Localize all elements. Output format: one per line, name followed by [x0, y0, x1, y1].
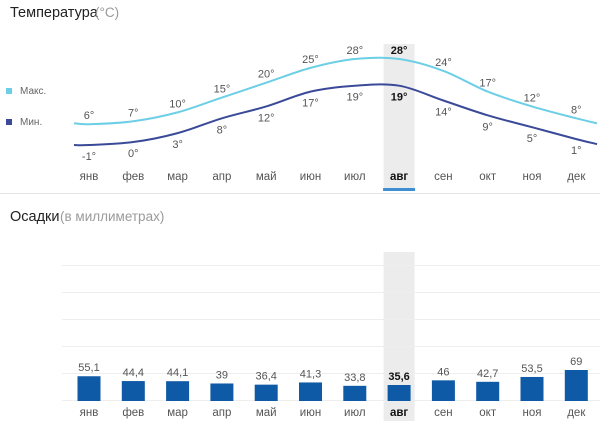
x-tick-label: окт [479, 171, 497, 183]
data-label-max: 15° [214, 84, 231, 96]
bar-value-label: 33,8 [344, 372, 365, 384]
data-label-max: 24° [435, 57, 452, 69]
precipitation-bar [476, 381, 500, 401]
data-label-max: 25° [302, 54, 319, 66]
precipitation-subtitle: (в миллиметрах) [60, 209, 164, 224]
data-label-min: 0° [128, 148, 139, 160]
bar-value-label: 39 [216, 369, 228, 381]
precipitation-bar [210, 383, 234, 401]
data-label-max: 17° [479, 78, 496, 90]
x-tick-label: фев [122, 407, 144, 419]
precipitation-bar [387, 385, 411, 401]
data-label-min: 19° [346, 92, 363, 104]
data-label-min: 12° [258, 112, 275, 124]
x-tick-label: авг [390, 171, 408, 183]
x-tick-label: июн [300, 171, 321, 183]
legend-swatch-max [6, 88, 12, 94]
bar-value-label: 35,6 [388, 371, 409, 383]
data-label-min: -1° [82, 151, 96, 163]
bar-value-label: 46 [437, 366, 449, 378]
x-tick-label: сен [434, 171, 453, 183]
bar-value-label: 36,4 [255, 371, 276, 383]
line-series-min [73, 83, 598, 147]
legend-label-min: Мин. [20, 117, 42, 128]
x-tick-label: май [256, 171, 277, 183]
precipitation-bar [299, 382, 322, 401]
precipitation-bar [77, 376, 101, 401]
data-label-min: 9° [482, 121, 493, 133]
legend-label-max: Макс. [20, 86, 46, 97]
x-tick-label: окт [479, 407, 497, 419]
x-tick-label: мар [167, 171, 188, 183]
selected-month-indicator [383, 188, 416, 191]
precipitation-bar [166, 381, 190, 401]
bar-value-label: 44,1 [167, 367, 188, 379]
data-label-max: 6° [84, 110, 95, 122]
data-label-min: 3° [172, 139, 183, 151]
precipitation-bar [520, 376, 544, 401]
data-label-max: 12° [524, 92, 541, 104]
highlight-column-temperature [383, 44, 415, 190]
x-tick-label: янв [80, 171, 99, 183]
bar-value-label: 44,4 [123, 367, 144, 379]
bar-value-label: 69 [570, 356, 582, 368]
x-tick-label: июл [344, 407, 366, 419]
temperature-title: Температура [10, 5, 99, 21]
bar-value-label: 41,3 [300, 368, 321, 380]
x-tick-label: мар [167, 407, 188, 419]
bar-value-label: 42,7 [477, 368, 498, 380]
x-tick-label: май [256, 407, 277, 419]
x-tick-label: янв [80, 407, 99, 419]
data-label-min: 14° [435, 107, 452, 119]
precipitation-bar [343, 385, 367, 401]
x-tick-label: авг [390, 407, 408, 419]
x-tick-label: дек [567, 171, 586, 183]
line-series-max [73, 56, 598, 126]
x-tick-label: апр [212, 407, 231, 419]
precipitation-bar [254, 384, 278, 401]
x-tick-label: июл [344, 171, 366, 183]
data-label-min: 1° [571, 145, 582, 157]
precipitation-bar [564, 370, 588, 401]
x-tick-label: апр [212, 171, 231, 183]
data-label-min: 19° [391, 92, 408, 104]
data-label-min: 5° [527, 133, 538, 145]
data-label-max: 28° [391, 45, 408, 57]
data-label-min: 17° [302, 98, 319, 110]
temperature-subtitle: (°C) [95, 5, 119, 20]
x-tick-label: фев [122, 171, 144, 183]
data-label-min: 8° [217, 124, 228, 136]
data-label-max: 7° [128, 107, 139, 119]
bar-value-label: 55,1 [78, 362, 99, 374]
data-label-max: 10° [169, 98, 186, 110]
x-tick-label: дек [567, 407, 586, 419]
bar-value-label: 53,5 [521, 363, 542, 375]
legend-swatch-min [6, 119, 12, 125]
data-label-max: 28° [346, 45, 363, 57]
x-tick-label: ноя [523, 407, 542, 419]
x-tick-label: сен [434, 407, 453, 419]
precipitation-bar [121, 381, 145, 401]
x-tick-label: ноя [523, 171, 542, 183]
precipitation-title: Осадки [10, 209, 60, 225]
precipitation-bar [431, 380, 455, 401]
x-tick-label: июн [300, 407, 321, 419]
data-label-max: 8° [571, 104, 582, 116]
data-label-max: 20° [258, 69, 275, 81]
